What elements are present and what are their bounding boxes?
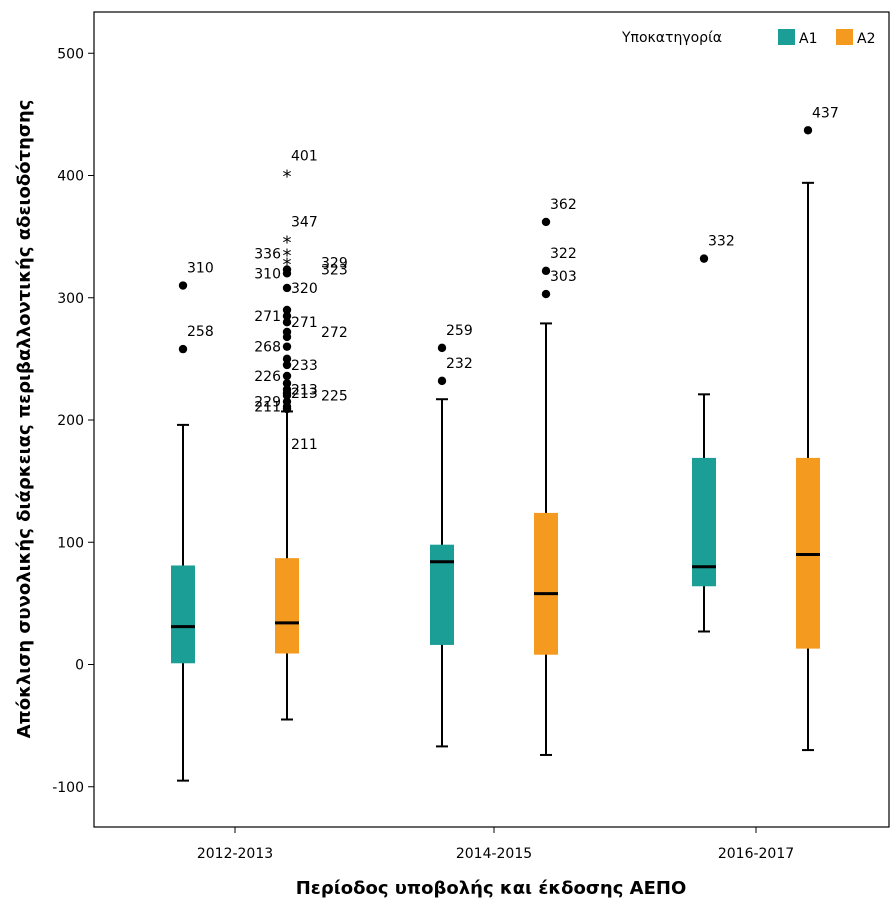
- outlier-dot: [282, 269, 292, 278]
- outlier-label: 322: [550, 246, 577, 262]
- x-tick-label: 2014-2015: [456, 846, 532, 862]
- outlier-label: 225: [321, 389, 348, 405]
- x-axis-title: Περίοδος υποβολής και έκδοσης ΑΕΠΟ: [296, 878, 687, 899]
- legend: Υποκατηγορία A1 A2: [621, 29, 875, 47]
- box-A1: [171, 565, 195, 664]
- outlier-dot: [178, 344, 188, 354]
- outlier-dot: [282, 342, 292, 351]
- outlier-dot: [699, 254, 709, 263]
- outlier-dot: [282, 404, 292, 414]
- outlier-label: 211: [254, 400, 281, 416]
- outlier-label: 259: [446, 323, 473, 339]
- boxes-layer: [171, 181, 820, 782]
- outlier-dot: [282, 360, 292, 370]
- y-tick-label: 0: [75, 658, 84, 674]
- y-tick-label: 200: [57, 413, 84, 429]
- outlier-dot: [282, 311, 292, 321]
- outlier-label: 271: [291, 315, 318, 331]
- outlier-label: 332: [708, 234, 735, 250]
- outlier-label: 229: [254, 395, 281, 411]
- legend-swatch-A1: [778, 29, 795, 45]
- outlier-dot: [541, 217, 551, 227]
- outlier-dot: [282, 354, 292, 364]
- outlier-label: 303: [550, 269, 577, 285]
- box-A2: [275, 558, 299, 654]
- outlier-label: 258: [187, 324, 214, 340]
- outlier-label: 211: [291, 437, 318, 453]
- outlier-label: 401: [291, 148, 318, 164]
- legend-swatch-A2: [836, 29, 853, 45]
- outlier-dot: [282, 371, 292, 381]
- outlier-dot: [541, 289, 551, 299]
- y-tick-label: 100: [57, 535, 84, 551]
- box-A2: [534, 512, 558, 655]
- outlier-label: 233: [291, 358, 318, 374]
- outlier-dot: [178, 281, 188, 290]
- outlier-star: *: [283, 232, 292, 253]
- outlier-dot: [282, 305, 292, 315]
- y-tick-label: -100: [52, 780, 84, 796]
- outlier-label: 213: [291, 386, 318, 402]
- outlier-label: 271: [254, 309, 281, 325]
- outlier-dot: [282, 379, 292, 388]
- y-axis-title: Απόκλιση συνολικής διάρκειας περιβαλλοντ…: [14, 100, 35, 739]
- legend-title: Υποκατηγορία: [621, 30, 722, 46]
- outlier-label: 347: [291, 214, 318, 230]
- outlier-dot: [282, 391, 292, 400]
- outlier-dot: [282, 332, 292, 342]
- outlier-star: *: [283, 166, 292, 187]
- x-tick-label: 2012-2013: [197, 846, 273, 862]
- outlier-label: 329: [321, 255, 348, 271]
- outlier-label: 268: [254, 340, 281, 356]
- y-tick-label: 500: [57, 46, 84, 62]
- outlier-label: 232: [446, 356, 473, 372]
- outlier-star: *: [283, 254, 292, 275]
- outlier-label: 320: [291, 281, 318, 297]
- box-A1: [692, 457, 716, 587]
- outlier-label: 213: [291, 382, 318, 398]
- plot-frame: [93, 11, 890, 828]
- y-tick-label: 300: [57, 291, 84, 307]
- outlier-dot: [282, 283, 292, 293]
- y-tick-label: 400: [57, 169, 84, 185]
- legend-label-A1: A1: [799, 31, 817, 47]
- outlier-star: *: [283, 246, 292, 267]
- outlier-label: 226: [254, 369, 281, 385]
- outlier-label: 336: [254, 247, 281, 263]
- outlier-dot: [541, 266, 551, 276]
- outlier-dot: [437, 376, 447, 386]
- outlier-dot: [437, 343, 447, 353]
- axes-layer: -100 0 100 200 300 400 500 2012-2013 2014-2015 20…: [52, 46, 794, 862]
- outlier-label: 362: [550, 197, 577, 213]
- outlier-label: 437: [812, 105, 839, 121]
- outlier-label: 310: [254, 266, 281, 282]
- outlier-dot: [803, 126, 813, 135]
- x-tick-label: 2016-2017: [718, 846, 794, 862]
- outlier-label: 310: [187, 261, 214, 277]
- outlier-dot: [282, 318, 292, 327]
- box-A1: [430, 544, 454, 645]
- legend-label-A2: A2: [857, 31, 875, 47]
- outlier-label: 272: [321, 325, 348, 341]
- outlier-label: 323: [321, 263, 348, 279]
